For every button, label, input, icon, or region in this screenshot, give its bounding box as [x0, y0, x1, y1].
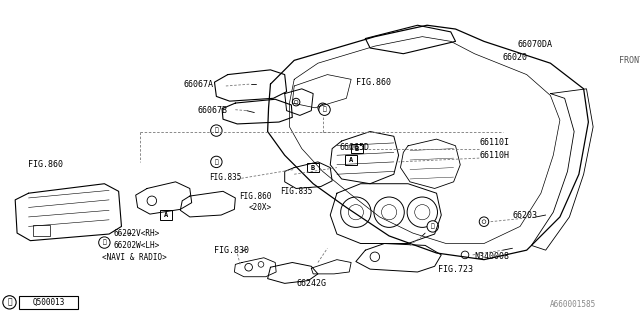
Circle shape: [318, 103, 328, 113]
Circle shape: [340, 197, 371, 228]
Circle shape: [99, 237, 110, 248]
Text: A: A: [164, 212, 168, 218]
Text: ①: ①: [323, 107, 326, 113]
Circle shape: [245, 263, 252, 271]
Text: B: B: [355, 146, 359, 152]
Text: 66242G: 66242G: [296, 279, 326, 288]
Text: FIG.860: FIG.860: [28, 160, 63, 169]
Text: <NAVI & RADIO>: <NAVI & RADIO>: [102, 253, 167, 262]
Circle shape: [482, 220, 486, 224]
Text: FIG.835: FIG.835: [209, 172, 241, 181]
Text: FIG.860: FIG.860: [356, 78, 391, 87]
Text: FIG.860: FIG.860: [239, 192, 271, 201]
Circle shape: [147, 196, 157, 205]
Text: 66067B: 66067B: [197, 106, 227, 115]
Text: N340008: N340008: [474, 252, 509, 261]
Circle shape: [294, 100, 298, 104]
Text: ①: ①: [102, 240, 106, 245]
Bar: [33, 225, 51, 236]
Circle shape: [370, 252, 380, 261]
Circle shape: [292, 98, 300, 106]
Text: 66202W<LH>: 66202W<LH>: [114, 241, 160, 250]
Bar: [307, 163, 319, 172]
Text: 66110I: 66110I: [479, 139, 509, 148]
Bar: [161, 210, 172, 220]
Text: 66110H: 66110H: [479, 151, 509, 160]
Bar: [19, 296, 78, 309]
Text: A660001585: A660001585: [550, 300, 596, 309]
Circle shape: [461, 251, 469, 259]
Text: ①: ①: [7, 298, 12, 307]
Circle shape: [211, 156, 222, 168]
Text: 66065D: 66065D: [340, 143, 370, 152]
Text: 66203: 66203: [513, 211, 538, 220]
Circle shape: [407, 197, 438, 228]
Text: 66020: 66020: [503, 53, 528, 62]
Text: ①: ①: [214, 128, 218, 133]
Text: ①: ①: [431, 224, 435, 229]
Circle shape: [348, 204, 364, 220]
Circle shape: [381, 204, 397, 220]
Text: FIG.835: FIG.835: [280, 187, 312, 196]
Circle shape: [319, 104, 330, 116]
Text: 66202V<RH>: 66202V<RH>: [114, 228, 160, 237]
Circle shape: [415, 204, 430, 220]
Circle shape: [258, 261, 264, 267]
Text: Q500013: Q500013: [32, 298, 65, 307]
Text: ①: ①: [214, 159, 218, 165]
Bar: [351, 144, 362, 153]
Circle shape: [211, 125, 222, 136]
Text: FIG.723: FIG.723: [438, 265, 474, 274]
Text: B: B: [311, 164, 316, 171]
Text: FRONT: FRONT: [619, 56, 640, 65]
Text: 66067A: 66067A: [183, 80, 213, 89]
Circle shape: [479, 217, 489, 227]
Text: A: A: [349, 157, 353, 163]
Circle shape: [3, 296, 16, 309]
Text: FIG.830: FIG.830: [214, 246, 248, 255]
Circle shape: [427, 221, 438, 232]
Bar: [346, 155, 357, 165]
Text: <20X>: <20X>: [248, 203, 272, 212]
Circle shape: [374, 197, 404, 228]
Text: 66070DA: 66070DA: [517, 40, 552, 49]
